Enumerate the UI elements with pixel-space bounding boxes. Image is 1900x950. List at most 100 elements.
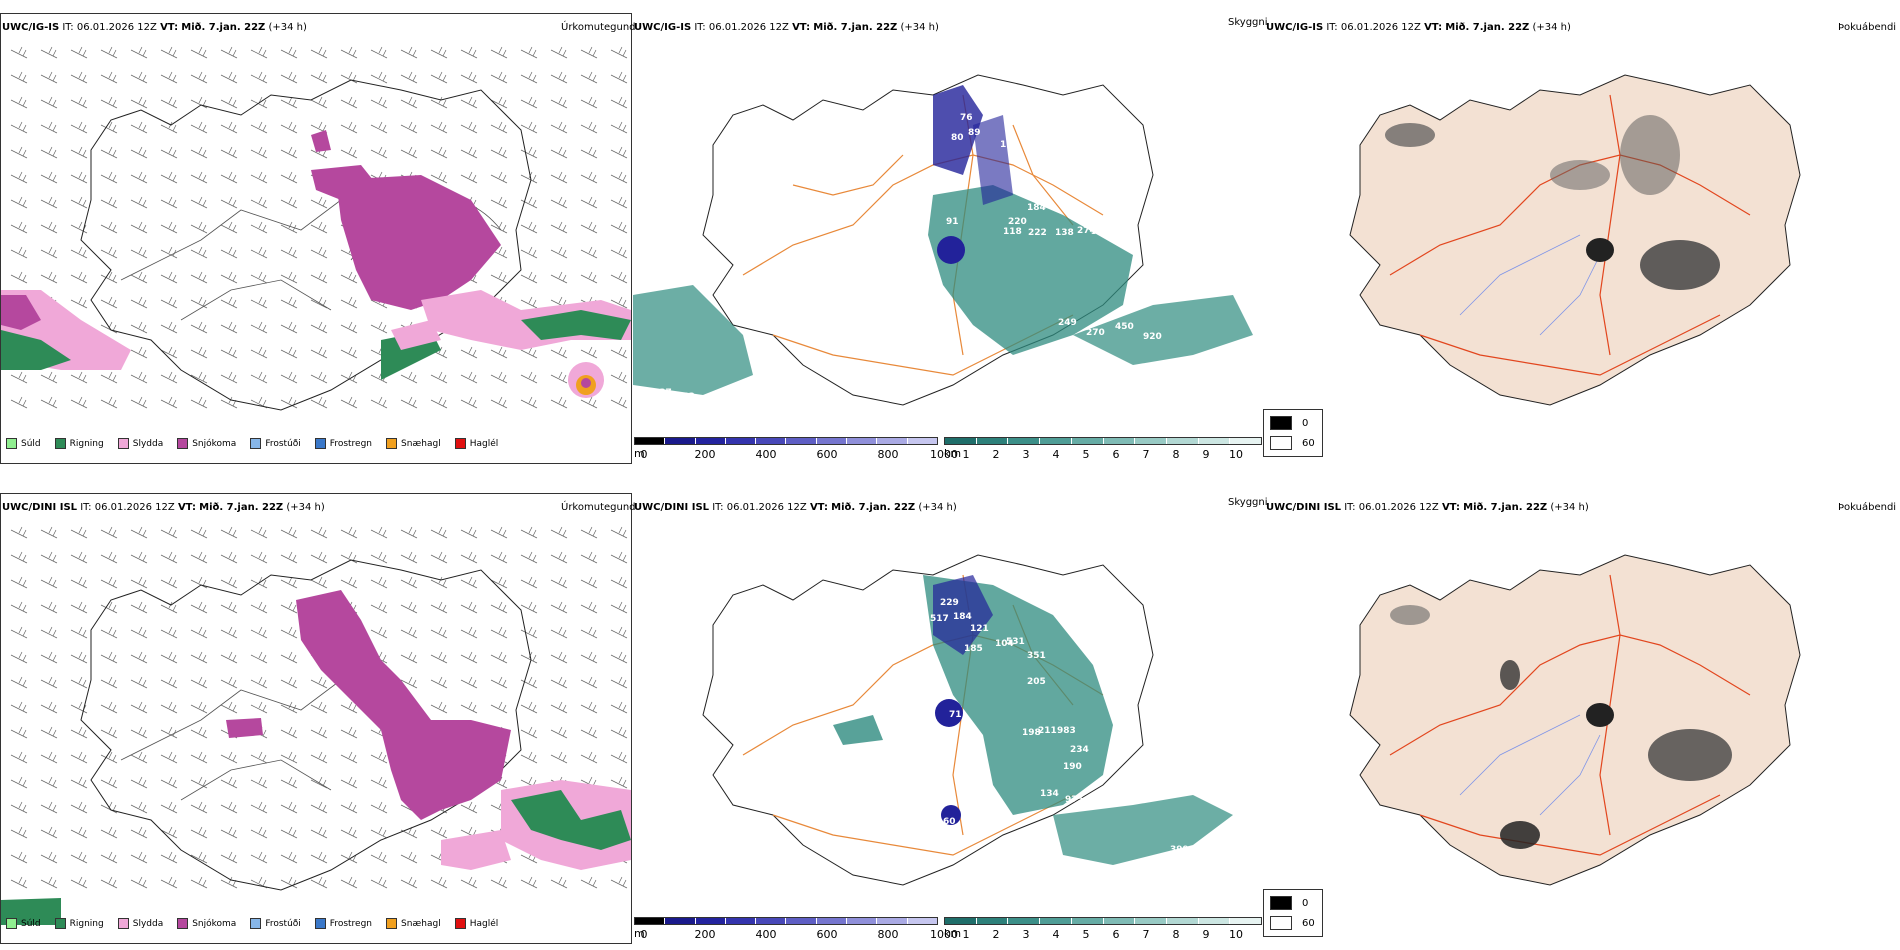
wind-barb xyxy=(250,121,268,134)
wind-barb xyxy=(100,701,118,714)
wind-barb xyxy=(310,321,328,334)
wind-barb xyxy=(70,551,88,564)
wind-barb xyxy=(160,826,178,839)
snow-area xyxy=(1,295,41,330)
wind-barb xyxy=(190,851,208,864)
wind-barb xyxy=(220,526,238,539)
wind-barb xyxy=(370,826,388,839)
wind-barb xyxy=(550,221,568,234)
wind-barb xyxy=(520,46,538,59)
wind-barb xyxy=(190,371,208,384)
visibility-map-bottom xyxy=(702,554,1233,886)
wind-barb xyxy=(550,121,568,134)
wind-barb xyxy=(610,346,628,359)
wind-barb xyxy=(250,651,268,664)
wind-barb xyxy=(490,701,508,714)
wind-barb xyxy=(40,801,58,814)
wind-barb xyxy=(70,876,88,889)
cloudbase-value-label: 112 xyxy=(1112,705,1131,715)
wind-barb xyxy=(40,271,58,284)
wind-barb xyxy=(190,751,208,764)
wind-barb xyxy=(310,46,328,59)
wind-barb xyxy=(340,46,358,59)
wind-barb xyxy=(280,246,298,259)
wind-barb xyxy=(100,826,118,839)
wind-barb xyxy=(40,726,58,739)
legend-item: Haglél xyxy=(454,438,498,449)
legend-swatch xyxy=(314,438,326,449)
wind-barb xyxy=(460,526,478,539)
wind-barb xyxy=(340,346,358,359)
wind-barb xyxy=(10,776,28,789)
wind-barb xyxy=(10,196,28,209)
header-vis-top: UWC/IG-IS IT: 06.01.2026 12Z VT: Mið. 7.… xyxy=(634,22,939,33)
legend-item: Frostregn xyxy=(314,438,372,449)
wind-barb xyxy=(130,146,148,159)
wind-barb xyxy=(10,396,28,409)
cloud-legend-dark: 0 xyxy=(1270,416,1308,430)
colorbar-segment xyxy=(847,918,878,924)
wind-barb xyxy=(70,71,88,84)
cloudbase-value-label: 76 xyxy=(960,113,973,123)
wind-barb xyxy=(100,726,118,739)
wind-barb xyxy=(40,551,58,564)
wind-barb xyxy=(460,46,478,59)
vis-area xyxy=(633,285,753,395)
wind-barb xyxy=(340,826,358,839)
legend-item: Súld xyxy=(6,438,41,449)
wind-barb xyxy=(280,851,298,864)
wind-barb xyxy=(10,121,28,134)
wind-barb xyxy=(310,71,328,84)
wind-barb xyxy=(10,651,28,664)
wind-barb xyxy=(280,196,298,209)
wind-barb xyxy=(400,121,418,134)
wind-barb xyxy=(70,121,88,134)
wind-barb xyxy=(490,551,508,564)
wind-barb xyxy=(40,876,58,889)
precip-map-top xyxy=(1,46,631,411)
wind-barb xyxy=(280,826,298,839)
wind-barb xyxy=(250,246,268,259)
wind-barb xyxy=(520,601,538,614)
wind-barb xyxy=(10,701,28,714)
wind-barb xyxy=(220,576,238,589)
wind-barb xyxy=(70,46,88,59)
legend-item: Rigning xyxy=(54,918,104,929)
wind-barb xyxy=(100,851,118,864)
wind-barb xyxy=(310,196,328,209)
cloudbase-value-label: 351 xyxy=(1027,651,1046,661)
wind-barb xyxy=(340,851,358,864)
cloudbase-value-label: 983 xyxy=(1057,726,1076,736)
visibility-colorbar-top xyxy=(944,437,1262,445)
wind-barb xyxy=(280,551,298,564)
wind-barb xyxy=(220,321,238,334)
colorbar-segment xyxy=(1198,438,1231,444)
title-vis-bottom: Skyggni xyxy=(1228,497,1268,508)
rain-area xyxy=(521,310,631,340)
wind-barb xyxy=(250,371,268,384)
wind-barb xyxy=(160,626,178,639)
legend-swatch xyxy=(386,438,398,449)
wind-barb xyxy=(280,346,298,359)
wind-barb xyxy=(280,676,298,689)
precip-legend-top: Súld Rigning Slydda Snjókoma Frostúði Fr… xyxy=(6,438,498,449)
wind-barb xyxy=(220,146,238,159)
wind-barb xyxy=(250,801,268,814)
wind-barb xyxy=(100,196,118,209)
wind-barb xyxy=(130,851,148,864)
wind-barb xyxy=(250,701,268,714)
wind-barb xyxy=(490,271,508,284)
wind-barb xyxy=(100,676,118,689)
wind-barb xyxy=(550,146,568,159)
cloudbase-colorbar-bottom xyxy=(634,917,938,925)
wind-barb xyxy=(460,346,478,359)
wind-barb xyxy=(250,71,268,84)
cloudbase-value-label: 60 xyxy=(943,817,956,827)
wind-barb xyxy=(10,826,28,839)
wind-barb xyxy=(580,121,598,134)
wind-barb xyxy=(40,826,58,839)
wind-barb xyxy=(550,876,568,889)
wind-barb xyxy=(430,526,448,539)
visibility-map-top xyxy=(633,74,1253,406)
wind-barb xyxy=(340,576,358,589)
